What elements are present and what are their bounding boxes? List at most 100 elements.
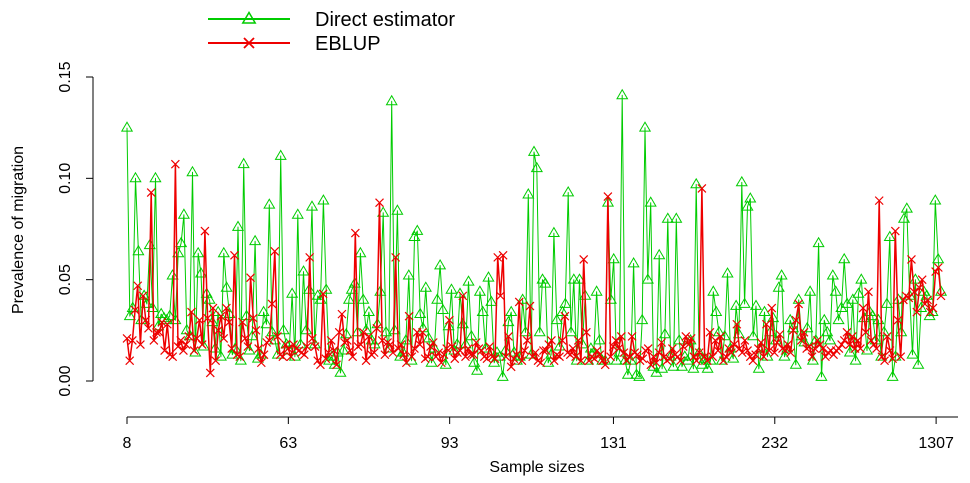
direct-estimator-point [146,301,159,312]
direct-estimator-point [539,277,552,288]
direct-estimator-point [752,362,765,373]
eblup-point [514,297,524,307]
eblup-point [627,331,637,341]
eblup-point [890,226,900,236]
direct-estimator-point [638,121,652,132]
eblup-point [657,338,667,347]
direct-estimator-point [123,309,136,321]
eblup-point [882,331,892,341]
eblup-point [713,346,723,356]
direct-estimator-point [300,323,313,335]
direct-estimator-point [684,334,697,345]
direct-estimator-point [564,325,578,337]
eblup-point [896,352,906,362]
direct-estimator-point [476,305,489,316]
direct-estimator-point [422,331,435,343]
eblup-point [181,340,191,349]
direct-estimator-point [320,283,333,294]
eblup-point [775,329,785,339]
eblup-point [152,327,161,337]
direct-estimator-point [408,230,421,241]
eblup-point [675,356,685,366]
direct-estimator-point [846,293,859,304]
direct-estimator-point [900,202,913,213]
eblup-point [404,311,414,321]
direct-estimator-point [721,267,734,278]
direct-estimator-point [826,269,839,280]
eblup-point [885,346,895,356]
eblup-point [501,352,511,362]
eblup-point [364,331,374,341]
eblup-point [332,360,341,370]
direct-estimator-point [485,295,498,306]
eblup-point [783,340,793,349]
eblup-point [581,327,591,337]
eblup-point [549,356,559,366]
x-tick-label: 93 [441,435,459,452]
direct-estimator-point [553,340,566,351]
direct-estimator-point [670,212,683,223]
eblup-point [804,342,814,351]
eblup-point [638,354,648,364]
direct-estimator-point [277,323,290,335]
direct-estimator-point [434,259,447,270]
direct-estimator-point [385,94,398,106]
direct-estimator-point [784,313,797,325]
eblup-point [458,291,468,301]
direct-estimator-point [163,309,176,321]
eblup-point [144,323,153,333]
eblup-point [861,327,871,337]
eblup-point [681,331,691,341]
direct-estimator-point [263,198,276,209]
eblup-point [544,340,554,349]
eblup-point [815,340,825,349]
direct-estimator-point [559,297,572,308]
eblup-point [753,344,763,353]
eblup-point [600,360,610,370]
eblup-point [216,311,226,321]
direct-estimator-point [527,145,541,156]
direct-estimator-point [823,334,837,345]
direct-estimator-point [550,313,563,325]
direct-estimator-point [593,334,606,345]
eblup-point [579,254,589,264]
eblup-point [743,346,752,356]
legend-label: EBLUP [315,33,381,55]
direct-estimator-point [573,273,586,284]
eblup-point [299,350,309,360]
direct-estimator-point [362,305,375,316]
direct-estimator-point [516,293,529,304]
eblup-point [187,307,196,317]
eblup-point [157,317,167,327]
eblup-point [756,338,766,347]
eblup-point [377,336,387,345]
direct-estimator-point [337,344,350,355]
eblup-point [490,354,500,364]
eblup-point [541,346,551,356]
legend-label: Direct estimator [315,9,455,31]
eblup-point [391,252,401,262]
direct-estimator-point [419,281,432,292]
eblup-point [694,348,704,358]
direct-estimator-point [653,248,666,260]
direct-estimator-point [693,346,706,357]
eblup-point [557,336,567,345]
eblup-point [702,356,712,366]
eblup-point [933,263,943,272]
eblup-point [872,344,881,353]
eblup-point [410,344,419,353]
direct-estimator-point [334,366,347,377]
eblup-point [356,340,366,349]
direct-estimator-point [445,283,458,294]
eblup-point [162,319,172,329]
direct-estimator-point [690,177,703,189]
eblup-point [565,350,575,360]
eblup-point [555,352,564,362]
direct-estimator-point [530,161,543,173]
eblup-point [528,352,538,362]
y-axis-label: Prevalence of migration [10,146,27,314]
eblup-point [560,311,570,321]
direct-estimator-point [897,212,911,223]
eblup-point [721,352,731,362]
